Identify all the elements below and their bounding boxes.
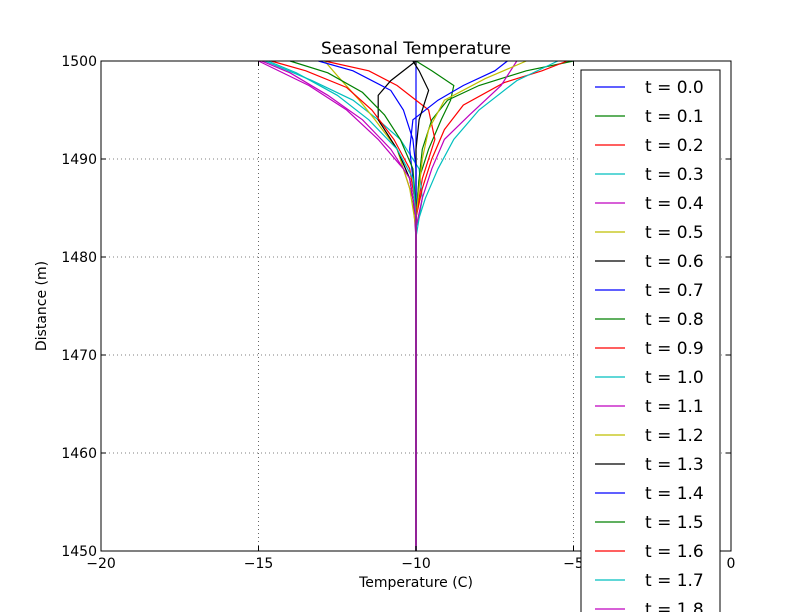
series-lines bbox=[258, 60, 574, 551]
x-tick-label: −15 bbox=[244, 556, 274, 572]
legend-entry: t = 0.8 bbox=[645, 310, 704, 330]
x-tick-label: −10 bbox=[401, 556, 431, 572]
legend-entry: t = 0.3 bbox=[645, 165, 704, 185]
legend-entry: t = 0.1 bbox=[645, 107, 704, 127]
legend-entry: t = 0.7 bbox=[645, 281, 704, 301]
y-axis-label: Distance (m) bbox=[34, 261, 50, 351]
legend-entry: t = 0.9 bbox=[645, 339, 704, 359]
y-tick-label: 1450 bbox=[61, 544, 97, 560]
y-tick-label: 1490 bbox=[61, 152, 97, 168]
legend: t = 0.0 t = 0.1 t = 0.2 t = 0.3 t = 0.4 t = 0… bbox=[580, 69, 721, 612]
y-tick-label: 1460 bbox=[61, 446, 97, 462]
series-line-14 bbox=[318, 60, 417, 551]
x-tick-label: −20 bbox=[86, 556, 116, 572]
legend-entry: t = 1.4 bbox=[645, 484, 704, 504]
y-tick-label: 1500 bbox=[61, 54, 97, 70]
x-tick-label: −5 bbox=[563, 556, 584, 572]
legend-entry: t = 0.4 bbox=[645, 194, 704, 214]
series-line-11 bbox=[415, 60, 518, 551]
chart-title: Seasonal Temperature bbox=[321, 39, 511, 59]
legend-entry: t = 1.6 bbox=[645, 542, 704, 562]
legend-entry: t = 0.2 bbox=[645, 136, 704, 156]
y-tick-label: 1480 bbox=[61, 250, 97, 266]
axis-ticks: −20 −15 −10 −5 0 1450 1460 1470 1480 1490 1500 bbox=[61, 54, 735, 572]
legend-entry: t = 1.8 bbox=[645, 600, 704, 612]
series-line-18 bbox=[261, 60, 417, 551]
x-tick-label: 0 bbox=[727, 556, 736, 572]
y-tick-label: 1470 bbox=[61, 348, 97, 364]
legend-entry: t = 0.5 bbox=[645, 223, 704, 243]
legend-entry: t = 1.0 bbox=[645, 368, 704, 388]
legend-entry: t = 0.6 bbox=[645, 252, 704, 272]
legend-entry: t = 0.0 bbox=[645, 78, 704, 98]
legend-entry: t = 1.3 bbox=[645, 455, 704, 475]
legend-entry: t = 1.7 bbox=[645, 571, 704, 591]
legend-entry: t = 1.2 bbox=[645, 426, 704, 446]
x-axis-label: Temperature (C) bbox=[358, 575, 473, 591]
legend-entry: t = 1.5 bbox=[645, 513, 704, 533]
legend-entry: t = 1.1 bbox=[645, 397, 704, 417]
